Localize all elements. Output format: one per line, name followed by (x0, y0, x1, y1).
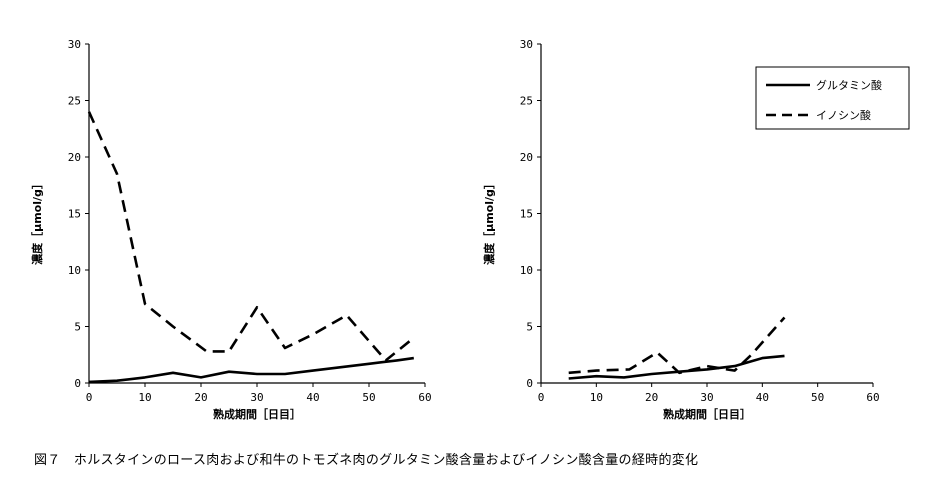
series-line-glutamic-acid (568, 354, 785, 380)
x-tick-label: 10 (138, 391, 151, 404)
y-tick-label: 30 (520, 38, 533, 51)
y-tick-label: 15 (520, 208, 533, 221)
x-axis-title: 熟成期間［日目］ (213, 407, 301, 421)
y-axis-title: 濃度［μmol/g］ (482, 178, 496, 265)
y-tick-label: 20 (68, 151, 81, 164)
y-tick-label: 30 (68, 38, 81, 51)
legend-box (755, 66, 910, 130)
chart-right-wagyu: 0 5 10 15 20 25 30 0 10 20 30 40 50 60 熟成期間［日目］ 濃度［μmol… (482, 38, 910, 421)
x-tick-label: 10 (590, 391, 603, 404)
x-tick-label: 30 (250, 391, 263, 404)
legend-label: イノシン酸 (816, 108, 871, 122)
x-tick-label: 30 (700, 391, 713, 404)
y-tick-label: 5 (74, 321, 81, 334)
series-line-inosinic-acid (87, 111, 415, 362)
y-tick-label: 25 (520, 95, 533, 108)
series-line-glutamic-acid (88, 356, 414, 384)
x-tick-label: 60 (866, 391, 879, 404)
y-tick-label: 5 (526, 321, 533, 334)
y-tick-label: 0 (526, 377, 533, 390)
x-tick-label: 40 (756, 391, 769, 404)
figure-caption: 図７ ホルスタインのロース肉および和牛のトモズネ肉のグルタミン酸含量およびイノシ… (34, 453, 699, 468)
x-tick-label: 50 (362, 391, 375, 404)
y-tick-label: 25 (68, 95, 81, 108)
y-axis-title: 濃度［μmol/g］ (30, 178, 44, 265)
x-axis-title: 熟成期間［日目］ (663, 407, 751, 421)
legend-label: グルタミン酸 (816, 78, 882, 92)
x-tick-label: 0 (86, 391, 93, 404)
x-tick-label: 0 (538, 391, 545, 404)
series-line-inosinic-acid (568, 316, 786, 375)
x-tick-label: 20 (645, 391, 658, 404)
x-tick-label: 40 (306, 391, 319, 404)
y-tick-label: 15 (68, 208, 81, 221)
y-tick-label: 10 (520, 264, 533, 277)
y-tick-label: 0 (74, 377, 81, 390)
y-tick-label: 10 (68, 264, 81, 277)
y-tick-label: 20 (520, 151, 533, 164)
x-tick-label: 50 (811, 391, 824, 404)
x-tick-label: 60 (418, 391, 431, 404)
x-tick-label: 20 (194, 391, 207, 404)
chart-left-holstein: 0 5 10 15 20 25 30 0 10 20 30 40 50 60 熟成期間［日目］ 濃度［μmol… (30, 38, 432, 421)
